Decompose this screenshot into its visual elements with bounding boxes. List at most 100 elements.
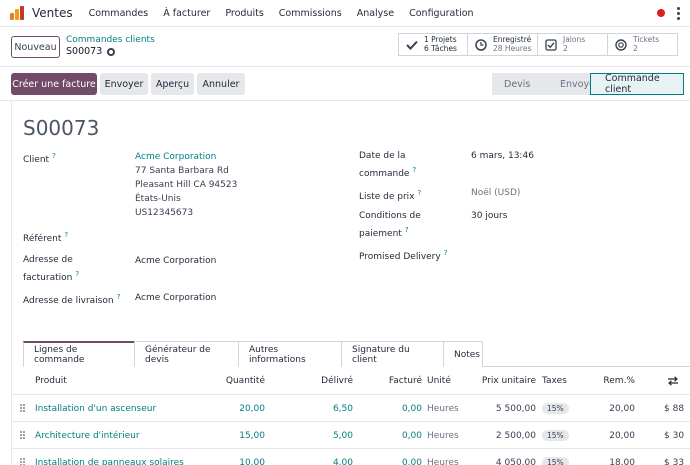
help-icon[interactable]: ? bbox=[116, 293, 121, 301]
row-invoiced[interactable]: 0,00 bbox=[401, 403, 422, 414]
menu-commissions[interactable]: Commissions bbox=[278, 7, 342, 19]
table-row[interactable]: Installation d'un ascenseur 20,00 6,50 0… bbox=[12, 395, 690, 422]
status-dot-icon[interactable] bbox=[657, 9, 665, 17]
row-delivered[interactable]: 4,00 bbox=[332, 457, 353, 465]
col-unit-price[interactable]: Prix unitaire bbox=[481, 376, 536, 386]
sales-app-icon[interactable] bbox=[10, 6, 24, 20]
row-unit[interactable]: Heures bbox=[427, 430, 459, 441]
row-product[interactable]: Installation de panneaux solaires bbox=[35, 457, 184, 465]
clock-icon bbox=[475, 38, 487, 51]
tab-notes[interactable]: Notes bbox=[443, 341, 483, 367]
row-product[interactable]: Architecture d'intérieur bbox=[35, 430, 140, 441]
gear-icon[interactable] bbox=[107, 47, 116, 56]
row-unit[interactable]: Heures bbox=[427, 457, 459, 465]
status-commande-client[interactable]: Commande client bbox=[590, 73, 684, 95]
row-subtotal: $ 30 bbox=[664, 430, 685, 441]
drag-handle-icon[interactable] bbox=[20, 404, 26, 413]
stat-milestones-button[interactable]: Jalons 2 bbox=[537, 33, 608, 56]
col-unit[interactable]: Unité bbox=[427, 376, 451, 386]
tax-badge[interactable]: 15% bbox=[542, 403, 569, 414]
address-line: 77 Santa Barbara Rd bbox=[135, 166, 229, 176]
new-button[interactable]: Nouveau bbox=[11, 36, 60, 58]
table-row[interactable]: Installation de panneaux solaires 10,00 … bbox=[12, 449, 690, 465]
column-settings-icon[interactable] bbox=[667, 367, 679, 395]
create-invoice-button[interactable]: Créer une facture bbox=[11, 73, 97, 95]
row-unit[interactable]: Heures bbox=[427, 403, 459, 414]
status-devis[interactable]: Devis bbox=[492, 73, 540, 95]
menu-commandes[interactable]: Commandes bbox=[88, 7, 149, 19]
tax-badge[interactable]: 15% bbox=[542, 457, 569, 465]
row-subtotal: $ 88 bbox=[664, 403, 685, 414]
row-quantity[interactable]: 15,00 bbox=[239, 430, 265, 441]
col-taxes[interactable]: Taxes bbox=[542, 376, 567, 386]
drag-handle-icon[interactable] bbox=[20, 431, 26, 440]
address-line: États-Unis bbox=[135, 194, 181, 204]
stat-projects-button[interactable]: 1 Projets 6 Tâches bbox=[398, 33, 468, 56]
help-icon[interactable]: ? bbox=[417, 189, 422, 197]
referent-label: Référent? bbox=[23, 231, 69, 244]
more-options-icon[interactable] bbox=[677, 7, 681, 20]
row-delivered[interactable]: 5,00 bbox=[332, 430, 353, 441]
preview-button[interactable]: Aperçu bbox=[151, 73, 194, 95]
order-date-field[interactable]: 6 mars, 13:46 bbox=[471, 151, 534, 161]
row-invoiced[interactable]: 0,00 bbox=[401, 457, 422, 465]
row-quantity[interactable]: 10,00 bbox=[239, 457, 265, 465]
row-invoiced[interactable]: 0,00 bbox=[401, 430, 422, 441]
menu-produits[interactable]: Produits bbox=[225, 7, 264, 19]
col-invoiced[interactable]: Facturé bbox=[388, 376, 422, 386]
row-unit-price[interactable]: 4 050,00 bbox=[495, 457, 536, 465]
row-discount[interactable]: 20,00 bbox=[609, 430, 635, 441]
client-field[interactable]: Acme Corporation bbox=[135, 152, 217, 162]
tax-badge[interactable]: 15% bbox=[542, 430, 569, 441]
help-icon[interactable]: ? bbox=[412, 166, 417, 174]
client-label: Client? bbox=[23, 152, 56, 165]
help-icon[interactable]: ? bbox=[443, 249, 448, 257]
drag-handle-icon[interactable] bbox=[20, 458, 26, 465]
tab-customer-signature[interactable]: Signature du client bbox=[341, 341, 444, 367]
stat-projects-line2: 6 Tâches bbox=[424, 43, 457, 53]
pricelist-label: Liste de prix? bbox=[359, 189, 422, 202]
table-header: Produit Quantité Délivré Facturé Unité P… bbox=[12, 367, 690, 395]
payment-terms-field[interactable]: 30 jours bbox=[471, 211, 508, 221]
help-icon[interactable]: ? bbox=[52, 152, 56, 160]
client-address: 77 Santa Barbara Rd Pleasant Hill CA 945… bbox=[135, 164, 237, 220]
col-product[interactable]: Produit bbox=[35, 376, 67, 386]
pricelist-field[interactable]: Noël (USD) bbox=[471, 188, 521, 198]
stat-milestones-line2: 2 bbox=[563, 43, 568, 53]
page-title: S00073 bbox=[23, 116, 100, 140]
tab-quote-builder[interactable]: Générateur de devis bbox=[134, 341, 239, 367]
breadcrumb-parent[interactable]: Commandes clients bbox=[66, 35, 155, 45]
status-envoye[interactable]: Envoyé bbox=[540, 73, 595, 95]
help-icon[interactable]: ? bbox=[64, 231, 69, 239]
app-name[interactable]: Ventes bbox=[32, 6, 73, 20]
order-lines-table: Produit Quantité Délivré Facturé Unité P… bbox=[12, 367, 690, 465]
row-quantity[interactable]: 20,00 bbox=[239, 403, 265, 414]
cancel-button[interactable]: Annuler bbox=[197, 73, 245, 95]
billing-address-field[interactable]: Acme Corporation bbox=[135, 256, 217, 266]
col-quantity[interactable]: Quantité bbox=[225, 376, 265, 386]
breadcrumb-current-label: S00073 bbox=[66, 46, 103, 57]
payment-terms-label: Conditions de paiement? bbox=[359, 211, 421, 239]
menu-a-facturer[interactable]: À facturer bbox=[163, 7, 211, 19]
delivery-address-field[interactable]: Acme Corporation bbox=[135, 293, 217, 303]
row-discount[interactable]: 18,00 bbox=[609, 457, 635, 465]
help-icon[interactable]: ? bbox=[404, 226, 409, 234]
row-product[interactable]: Installation d'un ascenseur bbox=[35, 403, 157, 414]
menu-configuration[interactable]: Configuration bbox=[409, 7, 474, 19]
table-row[interactable]: Architecture d'intérieur 15,00 5,00 0,00… bbox=[12, 422, 690, 449]
col-discount[interactable]: Rem.% bbox=[603, 376, 635, 386]
help-icon[interactable]: ? bbox=[75, 270, 80, 278]
tab-other-info[interactable]: Autres informations bbox=[238, 341, 342, 367]
row-delivered[interactable]: 6,50 bbox=[332, 403, 353, 414]
col-delivered[interactable]: Délivré bbox=[321, 376, 353, 386]
address-line: Pleasant Hill CA 94523 bbox=[135, 180, 238, 190]
stat-timesheet-button[interactable]: Enregistré 28 Heures bbox=[467, 33, 538, 56]
row-discount[interactable]: 20,00 bbox=[609, 403, 635, 414]
stat-tickets-button[interactable]: Tickets 2 bbox=[607, 33, 678, 56]
menu-analyse[interactable]: Analyse bbox=[356, 7, 395, 19]
row-unit-price[interactable]: 5 500,00 bbox=[495, 403, 536, 414]
breadcrumb-current: S00073 bbox=[66, 46, 116, 57]
send-button[interactable]: Envoyer bbox=[100, 73, 148, 95]
tab-order-lines[interactable]: Lignes de commande bbox=[23, 341, 135, 367]
row-unit-price[interactable]: 2 500,00 bbox=[495, 430, 536, 441]
